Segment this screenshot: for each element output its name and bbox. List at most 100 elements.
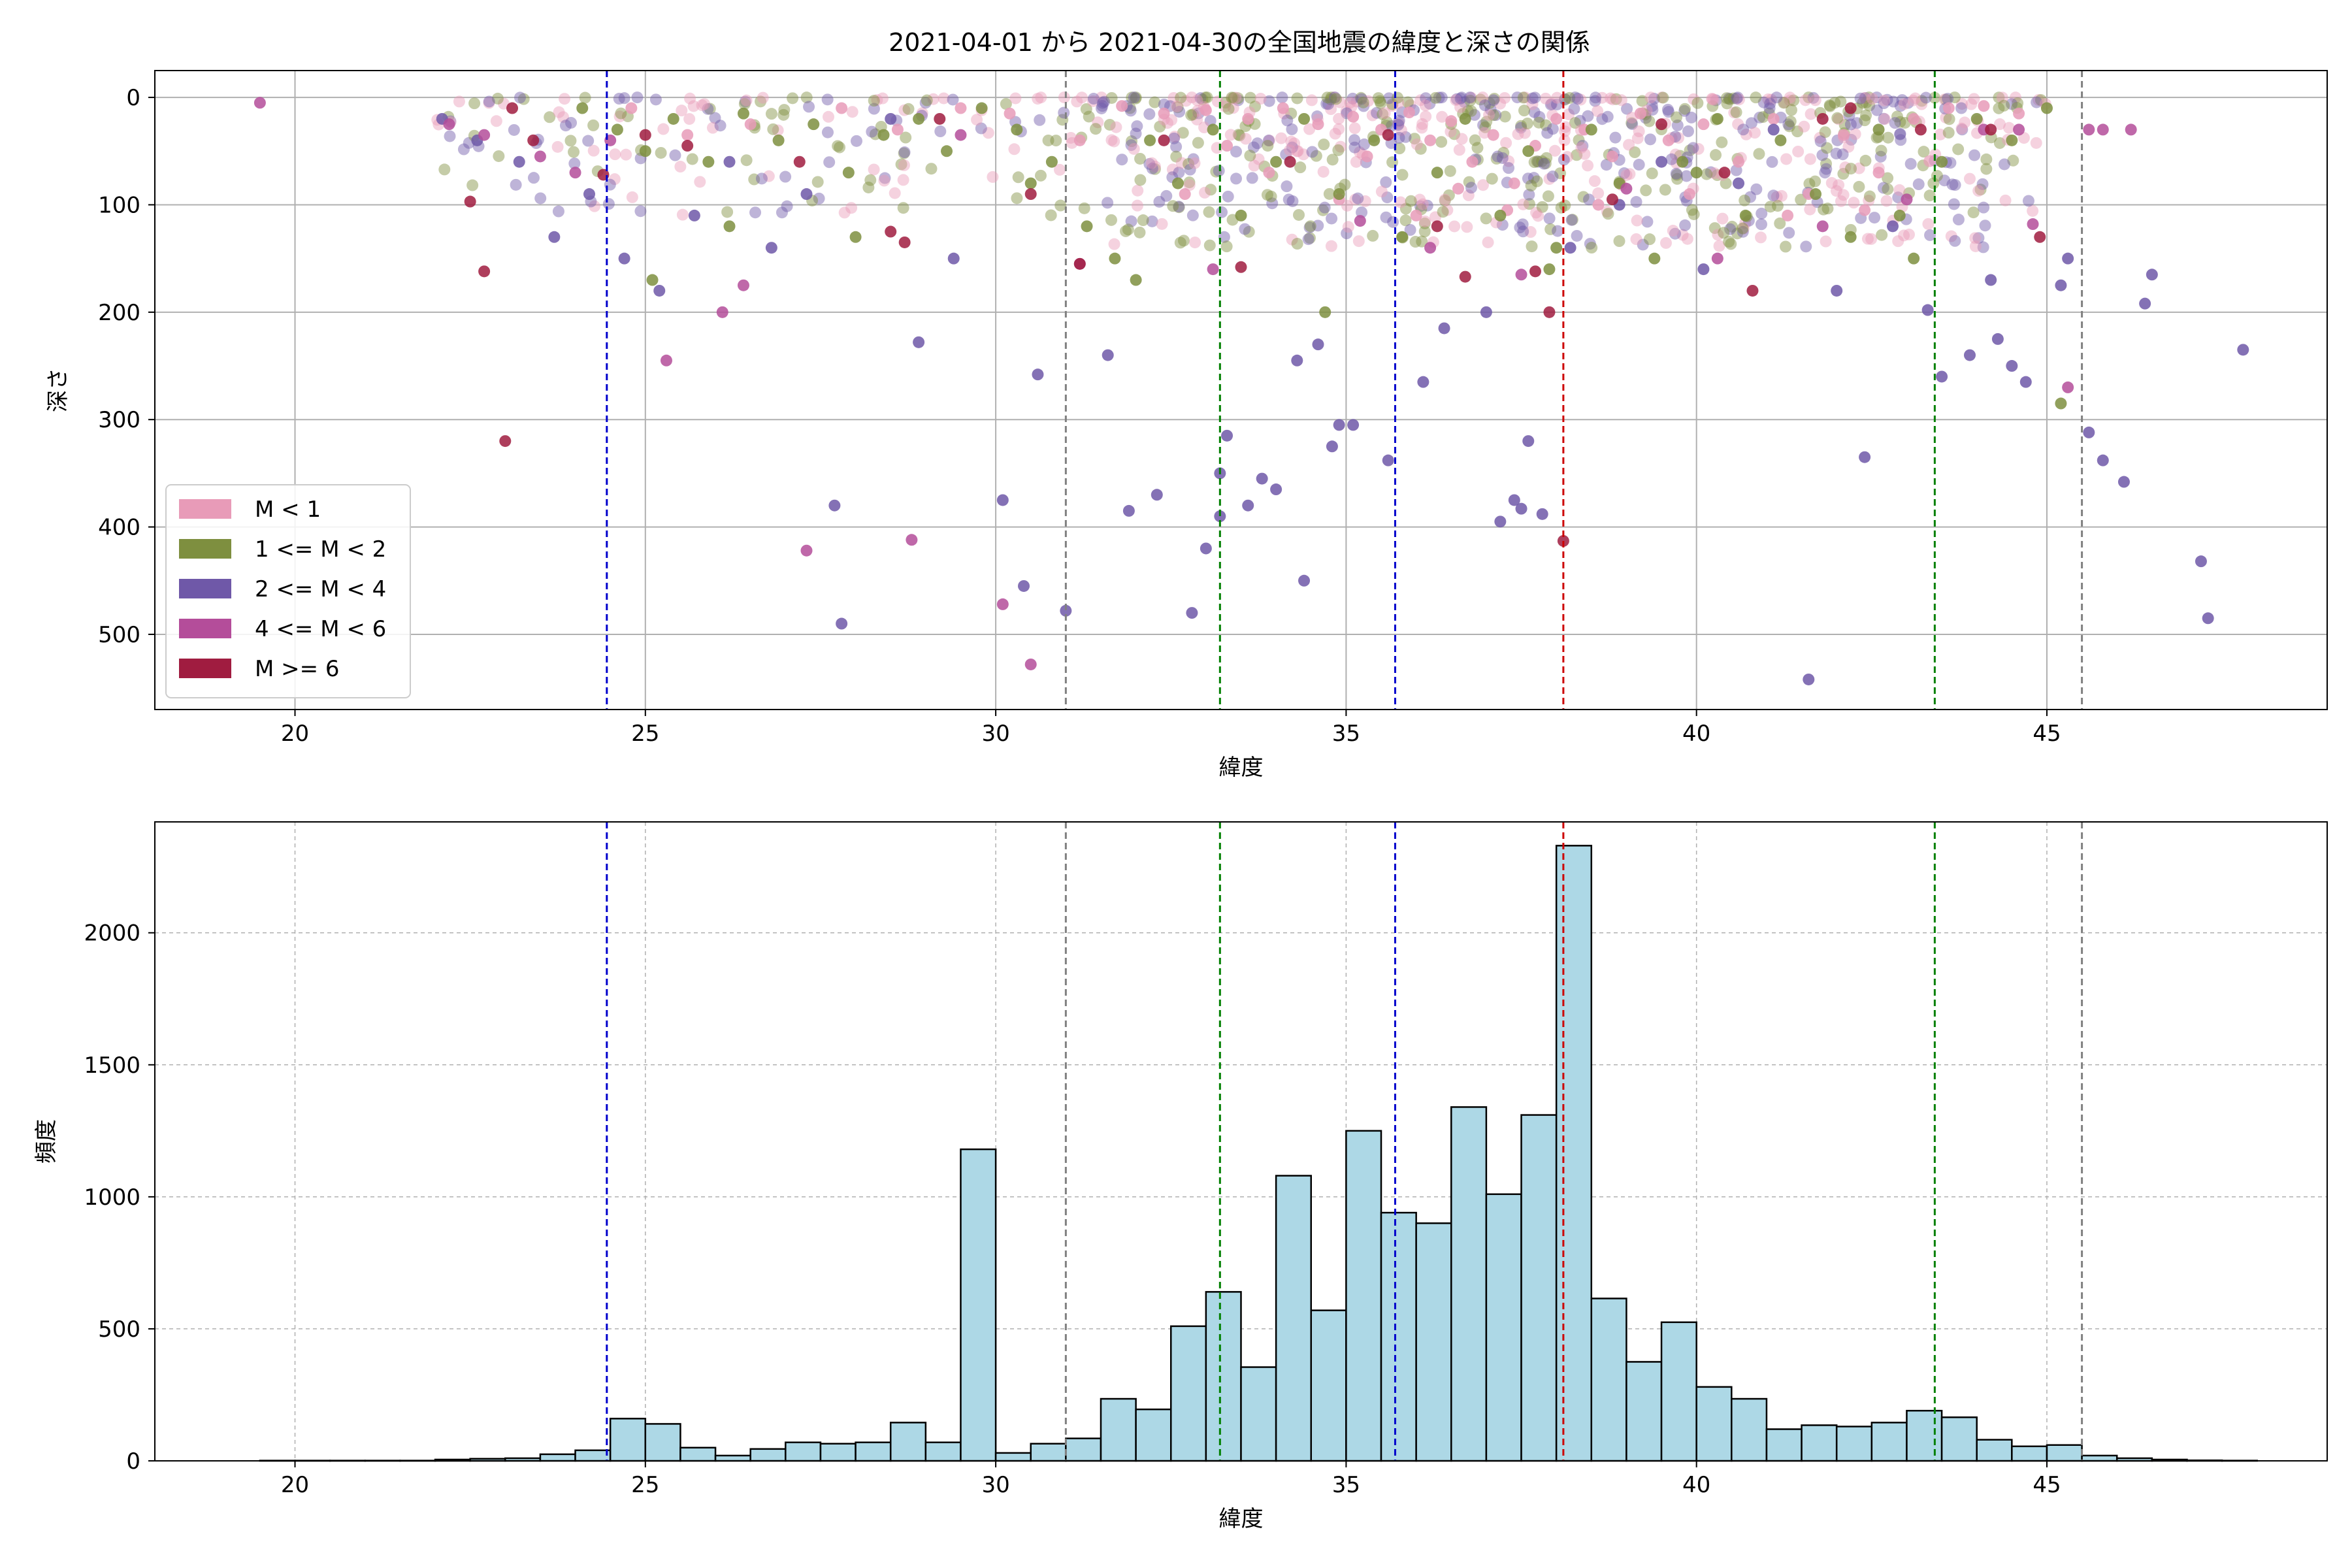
scatter-point: [1362, 95, 1375, 107]
scatter-point: [1609, 131, 1622, 144]
scatter-point: [1944, 157, 1957, 169]
scatter-point: [1872, 123, 1885, 136]
histogram-bar: [2046, 1444, 2083, 1462]
scatter-point: [1318, 139, 1330, 151]
scatter-point: [1558, 134, 1571, 146]
scatter-point: [1009, 92, 1022, 105]
legend-swatch: [179, 659, 231, 678]
scatter-point: [1526, 92, 1539, 105]
scatter-point: [1640, 184, 1652, 197]
scatter-point: [1969, 240, 1982, 252]
scatter-point: [987, 171, 999, 183]
scatter-point: [704, 103, 716, 115]
scatter-point: [2202, 612, 2214, 625]
scatter-point: [1863, 91, 1875, 104]
histogram-x-tick-label: 20: [281, 1472, 309, 1498]
scatter-point: [1183, 176, 1196, 189]
scatter-point: [1559, 93, 1571, 106]
scatter-point: [779, 171, 792, 183]
scatter-point: [1669, 148, 1682, 161]
scatter-point: [739, 95, 751, 108]
scatter-point: [1659, 237, 1672, 249]
scatter-point: [1083, 110, 1095, 123]
scatter-point: [1379, 107, 1391, 120]
scatter-point: [1744, 191, 1757, 203]
scatter-point: [1187, 153, 1200, 165]
scatter-point: [1403, 106, 1415, 119]
scatter-point: [1771, 200, 1784, 212]
scatter-point: [1934, 128, 1946, 140]
scatter-point: [1601, 205, 1613, 218]
scatter-point: [1620, 182, 1633, 195]
scatter-point: [1170, 150, 1183, 163]
scatter-point: [1637, 238, 1649, 251]
scatter-point: [1396, 169, 1409, 181]
scatter-point: [1377, 108, 1389, 120]
scatter-point: [1191, 105, 1203, 117]
scatter-point: [1732, 118, 1744, 131]
scatter-point: [1606, 150, 1618, 163]
scatter-point: [1621, 103, 1633, 115]
scatter-point: [1866, 93, 1878, 105]
scatter-point: [823, 156, 836, 169]
histogram-bar: [574, 1449, 612, 1462]
scatter-point: [1525, 180, 1537, 192]
scatter-point: [1116, 100, 1128, 112]
scatter-point: [552, 205, 564, 218]
scatter-point: [1424, 97, 1436, 110]
scatter-point: [1977, 241, 1989, 253]
scatter-point: [1659, 184, 1671, 196]
scatter-point: [1286, 123, 1298, 135]
scatter-point: [1854, 92, 1867, 105]
scatter-point: [1130, 127, 1142, 140]
scatter-point: [762, 170, 775, 182]
scatter-point: [1731, 92, 1743, 105]
scatter-point: [1814, 131, 1826, 144]
histogram-bars: [259, 845, 2258, 1462]
scatter-point: [1561, 151, 1574, 163]
scatter-point: [1424, 242, 1437, 254]
scatter-point: [1615, 94, 1627, 106]
scatter-point: [1731, 227, 1743, 240]
scatter-point: [1350, 95, 1363, 108]
scatter-point: [1418, 217, 1431, 229]
scatter-point: [1420, 110, 1432, 123]
histogram-bar: [1100, 1397, 1137, 1462]
scatter-point: [1550, 242, 1563, 254]
scatter-point: [1887, 95, 1899, 108]
scatter-point: [1347, 110, 1360, 123]
scatter-point: [1578, 148, 1591, 160]
scatter-point: [1243, 225, 1255, 238]
legend-swatch: [179, 539, 231, 559]
scatter-point: [1242, 499, 1254, 512]
scatter-point: [1737, 222, 1749, 235]
scatter-x-ticks: 20 25 30 35 40 45: [281, 710, 2061, 747]
scatter-point: [1522, 145, 1535, 157]
scatter-point: [941, 145, 953, 157]
scatter-point: [842, 167, 855, 179]
scatter-point: [1359, 195, 1371, 207]
scatter-point: [1870, 91, 1883, 104]
scatter-point: [1978, 201, 1990, 214]
scatter-point: [1901, 193, 1913, 206]
histogram-bar: [1520, 1114, 1558, 1462]
scatter-point: [1392, 119, 1405, 131]
scatter-point: [1952, 143, 1965, 155]
scatter-point: [1122, 504, 1135, 517]
histogram-y-tick-label: 1500: [84, 1053, 140, 1079]
scatter-point: [676, 105, 688, 117]
scatter-point: [1970, 112, 1983, 125]
scatter-point: [1764, 97, 1776, 110]
scatter-point: [1443, 189, 1455, 201]
histogram-x-tick-label: 35: [1332, 1472, 1360, 1498]
histogram-bar: [714, 1454, 751, 1462]
scatter-point: [1054, 199, 1067, 212]
scatter-point: [1945, 230, 1957, 242]
scatter-point: [1682, 125, 1694, 137]
scatter-point: [1410, 209, 1422, 221]
histogram-bar: [855, 1441, 892, 1462]
scatter-point: [1584, 238, 1596, 250]
scatter-point: [1126, 91, 1138, 104]
scatter-point: [674, 161, 687, 173]
scatter-point: [1600, 159, 1612, 171]
